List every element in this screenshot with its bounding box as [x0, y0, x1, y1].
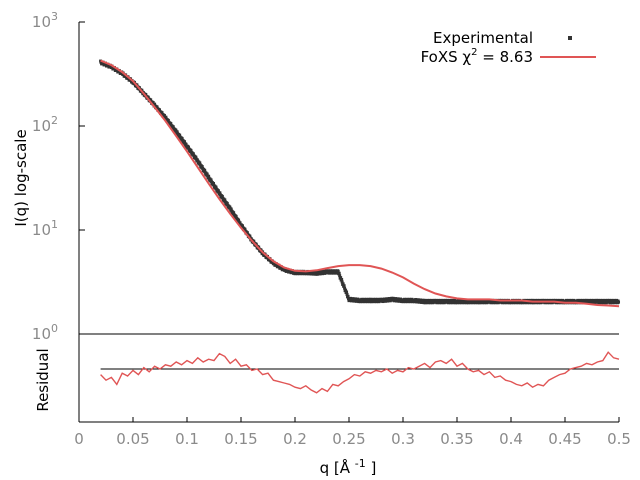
y-axis-ticks: 100 101 102 103 — [32, 10, 85, 343]
plot-frames — [78, 22, 619, 423]
experimental-point — [237, 218, 241, 222]
experimental-point — [166, 118, 170, 122]
x-tick-label: 0.5 — [607, 430, 631, 448]
experimental-point — [162, 113, 166, 117]
experimental-point — [338, 274, 342, 278]
experimental-point — [345, 290, 349, 294]
legend-experimental-marker — [568, 36, 572, 40]
experimental-point — [342, 284, 346, 288]
y-tick-label: 103 — [32, 10, 58, 31]
plot-series — [99, 59, 621, 308]
x-tick-label: 0.45 — [548, 430, 581, 448]
experimental-point — [164, 115, 168, 119]
experimental-point — [209, 178, 213, 182]
experimental-point — [205, 172, 209, 176]
experimental-point — [225, 201, 229, 205]
experimental-point — [337, 271, 341, 275]
experimental-point — [245, 231, 249, 235]
experimental-point — [153, 102, 157, 106]
experimental-point — [175, 130, 179, 134]
experimental-point — [346, 294, 350, 298]
experimental-point — [178, 133, 182, 137]
residual-axis-title: Residual — [34, 348, 52, 411]
experimental-point — [216, 189, 220, 193]
legend: Experimental FoXS χ2 = 8.63 — [421, 29, 596, 66]
experimental-point — [158, 108, 162, 112]
x-tick-label: 0.15 — [224, 430, 257, 448]
y-tick-label: 102 — [32, 114, 58, 135]
experimental-point — [155, 105, 159, 109]
experimental-point — [186, 145, 190, 149]
x-tick-label: 0.4 — [499, 430, 523, 448]
x-tick-label: 0.2 — [283, 430, 307, 448]
experimental-point — [149, 98, 153, 102]
residual-series — [100, 351, 620, 394]
experimental-point — [248, 234, 252, 238]
experimental-point — [146, 95, 150, 99]
y-axis-title: I(q) log-scale — [12, 129, 30, 226]
experimental-point — [169, 122, 173, 126]
residual-line — [100, 351, 620, 394]
experimental-point — [220, 194, 224, 198]
experimental-point — [171, 125, 175, 129]
x-tick-label: 0.1 — [175, 430, 199, 448]
x-tick-label: 0 — [74, 430, 84, 448]
x-tick-label: 0.05 — [116, 430, 149, 448]
y-tick-label: 101 — [32, 218, 58, 239]
legend-fit-label: FoXS χ2 = 8.63 — [421, 47, 533, 66]
experimental-point — [340, 277, 344, 281]
experimental-point — [240, 224, 244, 228]
experimental-point — [214, 185, 218, 189]
experimental-point — [229, 207, 233, 211]
x-tick-label: 0.25 — [332, 430, 365, 448]
x-axis-title: q [Å -1 ] — [320, 457, 377, 477]
experimental-series — [99, 59, 621, 305]
experimental-point — [189, 148, 193, 152]
experimental-point — [341, 282, 345, 286]
experimental-point — [339, 276, 343, 280]
experimental-point — [203, 168, 207, 172]
experimental-point — [200, 165, 204, 169]
foxs-fit-line — [100, 59, 620, 308]
experimental-point — [223, 198, 227, 202]
experimental-point — [160, 111, 164, 115]
y-tick-label: 100 — [32, 322, 58, 343]
legend-experimental-label: Experimental — [433, 29, 533, 47]
experimental-point — [252, 239, 256, 243]
experimental-point — [198, 161, 202, 165]
experimental-point — [238, 221, 242, 225]
x-tick-label: 0.3 — [391, 430, 415, 448]
experimental-point — [343, 286, 347, 290]
experimental-point — [336, 269, 340, 273]
experimental-point — [234, 214, 238, 218]
experimental-point — [232, 211, 236, 215]
experimental-point — [194, 155, 198, 159]
experimental-point — [243, 227, 247, 231]
experimental-point — [340, 280, 344, 284]
x-tick-label: 0.35 — [440, 430, 473, 448]
experimental-point — [207, 174, 211, 178]
x-axis-ticks: 0 0.05 0.1 0.15 0.2 0.25 0.3 0.35 0.4 0.45 0.5 — [74, 417, 631, 448]
experimental-point — [345, 292, 349, 296]
experimental-point — [344, 288, 348, 292]
experimental-point — [184, 142, 188, 146]
experimental-point — [191, 152, 195, 156]
experimental-point — [617, 300, 621, 304]
experimental-point — [218, 191, 222, 195]
experimental-point — [212, 181, 216, 185]
experimental-point — [180, 136, 184, 140]
experimental-point — [183, 140, 187, 144]
experimental-point — [151, 101, 155, 105]
